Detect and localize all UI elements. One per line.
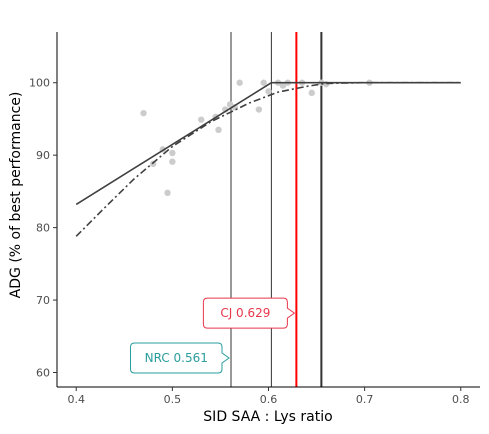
x-axis-ticks: 0.4 0.5 0.6 0.7 0.8	[67, 387, 470, 406]
data-point-3	[164, 189, 171, 197]
x-tick-label-3: 0.7	[356, 393, 374, 406]
callout-label-0: CJ 0.629	[220, 306, 270, 320]
fit-line-solid	[75, 81, 461, 206]
fit-lines	[75, 81, 461, 237]
callout-label-1: NRC 0.561	[145, 351, 208, 365]
data-point-15	[265, 88, 272, 95]
data-point-8	[215, 126, 222, 134]
callout-box-0	[202, 297, 296, 329]
data-point-13	[255, 106, 263, 113]
x-tick-label-1: 0.5	[164, 393, 182, 406]
data-point-5	[169, 158, 176, 165]
data-point-4	[169, 149, 176, 157]
y-tick-label-0: 60	[36, 367, 50, 380]
data-point-0	[140, 109, 147, 117]
data-point-12	[236, 79, 243, 86]
fit-line-dashdot	[75, 81, 461, 237]
y-axis-ticks: 60 70 80 90 100	[29, 77, 57, 380]
y-tick-label-3: 90	[36, 149, 50, 162]
data-point-14	[260, 79, 267, 86]
callout-box-1	[130, 342, 230, 374]
x-tick-label-4: 0.8	[452, 393, 470, 406]
callouts: CJ 0.629 NRC 0.561	[130, 297, 296, 374]
x-tick-label-0: 0.4	[67, 393, 85, 406]
data-point-17	[279, 82, 287, 89]
data-point-20	[308, 89, 315, 97]
y-tick-label-1: 70	[36, 294, 50, 307]
data-points	[140, 79, 373, 197]
x-axis-title: SID SAA : Lys ratio	[203, 409, 332, 425]
y-axis-title: ADG (% of best performance)	[8, 92, 24, 299]
y-tick-label-2: 80	[36, 222, 50, 235]
data-point-6	[198, 116, 205, 123]
data-point-10	[226, 101, 234, 108]
y-tick-label-4: 100	[29, 77, 50, 90]
x-tick-label-2: 0.6	[260, 393, 278, 406]
